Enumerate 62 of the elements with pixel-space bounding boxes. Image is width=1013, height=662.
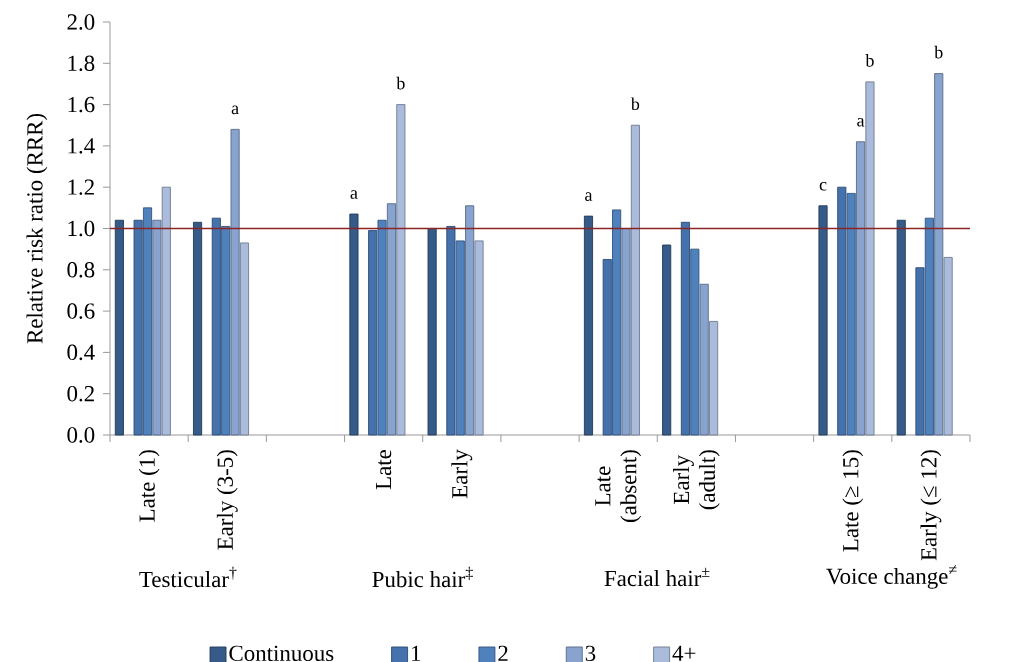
bar — [239, 242, 250, 436]
text: Voice change$^{≠}$ — [826, 565, 957, 589]
bar — [896, 219, 906, 436]
annotation: a — [231, 105, 239, 115]
y-tick-label: 1.4 — [68, 138, 95, 154]
bar — [865, 81, 875, 436]
bar — [349, 213, 359, 436]
bar — [934, 73, 944, 436]
bar — [161, 186, 171, 436]
y-tick-label: 0.6 — [67, 303, 95, 319]
annotation: a — [857, 117, 865, 127]
y-axis-title: Relative risk ratio (RRR) — [26, 113, 48, 344]
bar — [699, 283, 709, 436]
annotation: a — [585, 192, 593, 201]
x-tick-label: Early (≤ 12) — [920, 450, 942, 561]
bar — [630, 124, 640, 436]
annotation: b — [630, 97, 640, 111]
bar — [818, 205, 828, 436]
bar — [474, 240, 484, 436]
bar — [709, 320, 719, 436]
y-tick-label: 0.8 — [67, 262, 95, 278]
bar — [621, 228, 631, 436]
text: Facial hair$^{±}$ — [604, 567, 710, 587]
text: Pubic hair$^{‡}$ — [372, 566, 473, 588]
legend-label: 2 — [498, 645, 508, 661]
bar — [583, 215, 594, 436]
x-tick-label: Early — [451, 449, 473, 499]
x-tick-label: Early (3-5) — [216, 450, 238, 550]
y-tick-label: 0.2 — [67, 385, 94, 402]
bar — [114, 219, 124, 436]
legend-label: 4+ — [672, 645, 696, 661]
x-tick-label: Late — [376, 449, 392, 490]
annotation: b — [865, 54, 874, 67]
bar — [465, 205, 475, 436]
x-tick-label: Early (adult) — [673, 450, 720, 510]
x-tick-label: Late (absent) — [595, 450, 642, 522]
bar — [427, 228, 437, 436]
bar — [396, 104, 406, 436]
text: Testicular$^{†}$ — [139, 566, 237, 588]
annotation: b — [396, 76, 405, 90]
y-tick-label: 0.0 — [67, 427, 95, 443]
bar — [856, 141, 866, 436]
y-tick-label: 1.6 — [68, 96, 95, 113]
annotation: a — [350, 190, 358, 199]
legend-label: 1 — [412, 645, 421, 661]
bar — [152, 219, 162, 436]
annotation: c — [819, 181, 827, 191]
y-tick-label: 1.2 — [68, 179, 94, 195]
y-tick-label: 1.8 — [68, 55, 95, 72]
x-tick-label: Late (1) — [138, 450, 160, 522]
y-tick-label: 0.4 — [67, 344, 95, 361]
legend-label: Continuous — [229, 645, 334, 662]
bar — [193, 221, 203, 436]
bar — [943, 256, 953, 436]
legend-label: 3 — [585, 645, 596, 662]
annotation: b — [934, 45, 943, 59]
y-tick-label: 2.0 — [67, 14, 95, 30]
x-tick-label: Late (≥ 15) — [842, 450, 864, 552]
bar — [662, 244, 672, 436]
y-tick-label: 1.0 — [68, 220, 95, 237]
bar — [386, 203, 397, 436]
bar — [230, 128, 240, 436]
